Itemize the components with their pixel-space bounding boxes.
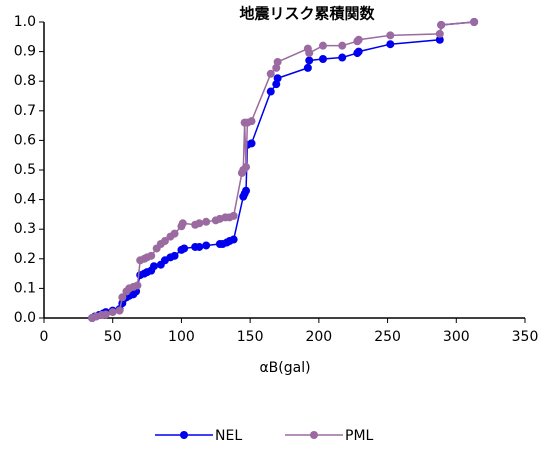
point	[242, 163, 251, 172]
x-tick-label: 100	[168, 329, 195, 345]
y-tick-label: 0.8	[14, 73, 36, 89]
point	[338, 53, 347, 62]
y-tick-label: 0.1	[14, 280, 36, 296]
point	[318, 55, 327, 63]
y-tick-label: 0.0	[14, 310, 36, 326]
y-tick-label: 0.2	[14, 251, 36, 267]
point	[386, 31, 395, 40]
point	[437, 20, 446, 29]
x-tick-label: 200	[305, 329, 332, 345]
x-tick-label: 50	[104, 329, 122, 345]
point	[170, 251, 179, 260]
chart-title: 地震リスク累積関数	[239, 5, 375, 23]
point	[273, 57, 282, 66]
point	[305, 56, 314, 65]
point	[160, 237, 169, 246]
point	[101, 310, 110, 319]
point	[305, 49, 314, 58]
point	[354, 47, 363, 56]
point	[242, 186, 251, 195]
point	[266, 87, 275, 96]
y-tick-label: 0.9	[14, 44, 36, 60]
x-tick-label: 150	[237, 329, 264, 345]
y-tick-label: 0.3	[14, 221, 36, 237]
point	[195, 219, 204, 228]
y-tick-label: 1.0	[14, 14, 36, 30]
point	[108, 308, 117, 317]
point	[115, 306, 124, 315]
point	[386, 40, 395, 49]
point	[229, 211, 238, 220]
point	[118, 293, 127, 302]
legend-marker	[310, 431, 318, 439]
x-tick-label: 350	[512, 329, 539, 345]
x-tick-label: 250	[374, 329, 401, 345]
point	[229, 235, 238, 244]
y-tick-label: 0.4	[14, 192, 36, 208]
point	[266, 69, 275, 78]
y-tick-label: 0.6	[14, 132, 36, 148]
point	[318, 41, 327, 50]
point	[247, 139, 256, 148]
point	[435, 35, 444, 44]
y-tick-label: 0.5	[14, 162, 36, 178]
point	[147, 251, 156, 260]
point	[133, 281, 142, 290]
x-tick-label: 300	[443, 329, 470, 345]
point	[354, 35, 363, 44]
y-tick-label: 0.7	[14, 103, 36, 119]
point	[178, 219, 187, 228]
point	[149, 262, 158, 271]
point	[247, 117, 256, 126]
legend-marker	[180, 431, 188, 439]
point	[273, 74, 282, 83]
x-axis-label: αB(gal)	[259, 360, 310, 376]
point	[180, 244, 189, 253]
point	[435, 29, 444, 38]
point	[202, 241, 211, 250]
point	[338, 41, 347, 50]
point	[195, 242, 204, 251]
legend-label: PML	[345, 428, 374, 444]
x-tick-label: 0	[40, 329, 49, 345]
point	[170, 229, 179, 238]
point	[303, 63, 312, 72]
point	[202, 217, 211, 226]
point	[470, 18, 479, 26]
legend-label: NEL	[215, 428, 242, 444]
